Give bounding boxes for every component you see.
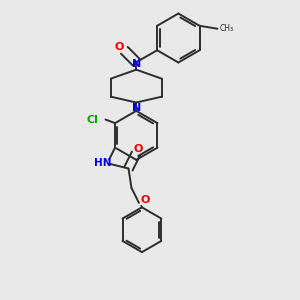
Text: N: N [132,103,141,113]
Text: O: O [114,42,124,52]
Text: Cl: Cl [86,115,98,124]
Text: O: O [141,196,150,206]
Text: N: N [132,59,141,69]
Text: CH₃: CH₃ [220,24,234,33]
Text: O: O [134,144,143,154]
Text: HN: HN [94,158,112,167]
